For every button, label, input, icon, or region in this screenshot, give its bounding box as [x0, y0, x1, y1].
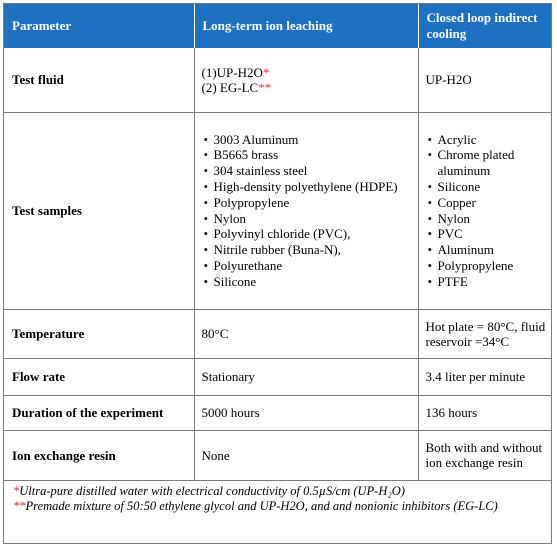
list-item: Polyurethane: [202, 258, 418, 274]
list-item: Copper: [426, 195, 552, 211]
row-temperature: Temperature 80°C Hot plate = 80°C, fluid…: [4, 308, 551, 359]
cell-flow-rate-long-term: Stationary: [193, 357, 419, 396]
list-item: Acrylic: [426, 132, 552, 148]
list-item: PTFE: [426, 274, 552, 290]
comparison-table-frame: Parameter Long-term ion leaching Closed …: [3, 3, 552, 544]
list-item: Silicone: [202, 274, 418, 290]
label-temperature: Temperature: [4, 308, 195, 359]
fluid-item: (1)UP-H2O*: [202, 65, 418, 80]
header-row: Parameter Long-term ion leaching Closed …: [4, 4, 551, 48]
cell-duration-closed-loop: 136 hours: [417, 394, 551, 431]
list-item: Polyvinyl chloride (PVC),: [202, 226, 418, 242]
list-item: Nitrile rubber (Buna-N),: [202, 242, 418, 258]
list-item: Nylon: [202, 211, 418, 227]
cell-temperature-closed-loop: Hot plate = 80°C, fluid reservoir =34°C: [417, 308, 551, 359]
fluid-item-text: (2) EG-LC: [201, 79, 259, 95]
footnote: *Ultra-pure distilled water with electri…: [13, 484, 551, 499]
row-test-fluid: Test fluid (1)UP-H2O* (2) EG-LC** UP-H2O: [4, 48, 551, 113]
list-item: Silicone: [426, 179, 552, 195]
list-item: PVC: [426, 226, 552, 242]
list-item: 3003 Aluminum: [202, 132, 418, 148]
header-closed-loop: Closed loop indirect cooling: [417, 4, 551, 48]
cell-test-samples-closed-loop: Acrylic Chrome plated aluminum Silicone …: [417, 111, 552, 310]
list-item: Polypropylene: [426, 258, 552, 274]
footnote-mark: *: [262, 64, 270, 80]
sample-list-closed-loop: Acrylic Chrome plated aluminum Silicone …: [426, 132, 552, 290]
footnote-mark: **: [13, 499, 26, 513]
cell-test-fluid-long-term: (1)UP-H2O* (2) EG-LC**: [193, 48, 419, 113]
list-item: High-density polyethylene (HDPE): [202, 179, 418, 195]
footnote-text: Ultra-pure distilled water with electric…: [19, 484, 405, 498]
footnotes: *Ultra-pure distilled water with electri…: [4, 480, 551, 514]
list-item: Polypropylene: [202, 195, 418, 211]
header-long-term: Long-term ion leaching: [193, 4, 418, 48]
fluid-item-text: (1)UP-H2O: [201, 64, 263, 80]
cell-test-fluid-closed-loop: UP-H2O: [417, 48, 551, 113]
list-item: B5665 brass: [202, 147, 418, 163]
row-flow-rate: Flow rate Stationary 3.4 liter per minut…: [4, 357, 551, 396]
sample-list-long-term: 3003 Aluminum B5665 brass 304 stainless …: [202, 132, 418, 290]
label-flow-rate: Flow rate: [4, 357, 195, 396]
cell-temperature-long-term: 80°C: [193, 308, 419, 359]
cell-flow-rate-closed-loop: 3.4 liter per minute: [417, 357, 551, 396]
header-parameter: Parameter: [4, 4, 194, 48]
cell-duration-long-term: 5000 hours: [193, 394, 419, 431]
comparison-table: Parameter Long-term ion leaching Closed …: [4, 4, 551, 481]
label-test-samples: Test samples: [4, 111, 195, 310]
footnote: **Premade mixture of 50:50 ethylene glyc…: [13, 499, 551, 514]
list-item: Aluminum: [426, 242, 552, 258]
row-test-samples: Test samples 3003 Aluminum B5665 brass 3…: [4, 111, 552, 310]
list-item: Nylon: [426, 211, 552, 227]
footnote-mark: **: [258, 79, 272, 95]
cell-ion-exchange-long-term: None: [193, 429, 419, 481]
cell-ion-exchange-closed-loop: Both with and without ion exchange resin: [417, 429, 551, 481]
row-duration: Duration of the experiment 5000 hours 13…: [4, 394, 551, 431]
cell-test-samples-long-term: 3003 Aluminum B5665 brass 304 stainless …: [193, 111, 419, 310]
label-duration: Duration of the experiment: [4, 394, 195, 431]
list-item: 304 stainless steel: [202, 163, 418, 179]
row-ion-exchange: Ion exchange resin None Both with and wi…: [4, 429, 551, 481]
fluid-item: (2) EG-LC**: [202, 80, 418, 95]
footnote-text: Premade mixture of 50:50 ethylene glycol…: [25, 499, 498, 513]
label-ion-exchange: Ion exchange resin: [4, 429, 195, 481]
footnote-mark: *: [13, 484, 20, 498]
list-item: Chrome plated aluminum: [426, 147, 552, 179]
label-test-fluid: Test fluid: [4, 48, 195, 113]
